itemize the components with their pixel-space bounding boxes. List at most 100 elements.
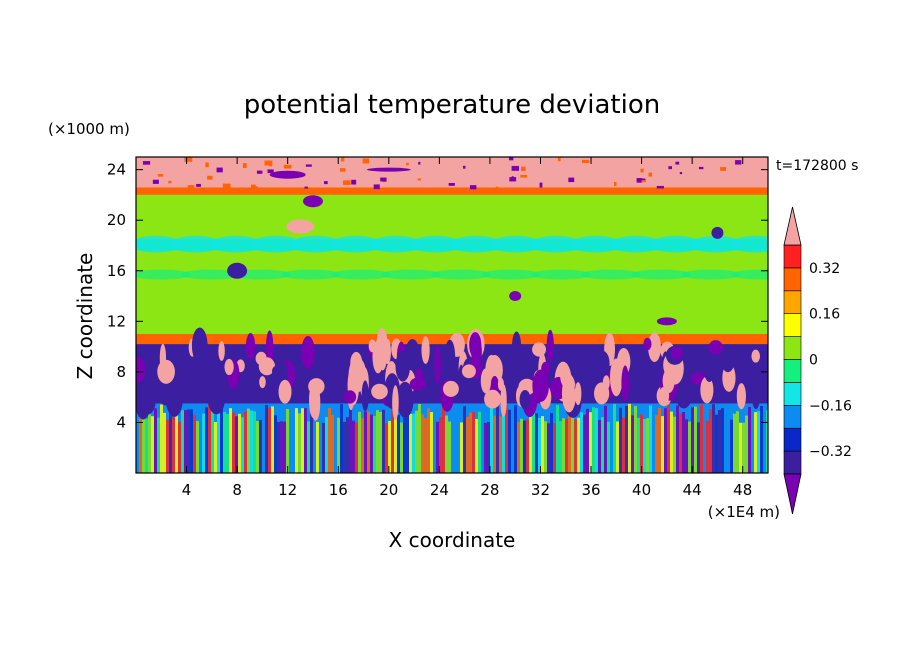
field-blob	[500, 384, 507, 417]
field-streak	[289, 408, 292, 473]
field-wisp	[690, 235, 742, 253]
field-streak	[724, 404, 727, 473]
field-streak	[571, 405, 574, 473]
field-speckle	[205, 162, 209, 168]
field-layer	[136, 194, 768, 240]
field-streak	[169, 413, 172, 473]
field-blob	[396, 381, 414, 418]
colorbar-label: −0.16	[809, 398, 852, 414]
field-streak	[754, 412, 757, 473]
field-blob	[519, 389, 531, 410]
field-streak	[361, 418, 364, 473]
field-streak	[433, 418, 436, 473]
field-speckle	[648, 172, 653, 177]
field-wisp	[136, 235, 182, 253]
field-streak	[511, 403, 514, 473]
field-streak	[172, 417, 175, 473]
field-streak	[334, 418, 337, 473]
field-streak	[565, 419, 568, 473]
field-feature	[366, 167, 411, 172]
field-streak	[664, 408, 667, 473]
field-streak	[418, 404, 421, 473]
field-streak	[412, 413, 415, 473]
field-streak	[442, 403, 445, 473]
field-speckle	[341, 157, 345, 162]
field-blob	[395, 350, 411, 382]
field-streak	[535, 413, 538, 473]
field-streak	[199, 408, 202, 473]
field-wisp	[136, 269, 191, 280]
field-speckle	[264, 160, 273, 166]
field-speckle	[373, 184, 380, 190]
field-speckle	[283, 164, 292, 169]
y-unit-label: (×1000 m)	[48, 120, 130, 138]
field-streak	[328, 407, 331, 473]
field-wisp	[490, 235, 542, 253]
field-streak	[214, 421, 217, 473]
field-wisp	[381, 269, 441, 280]
x-tick-label: 4	[182, 481, 192, 499]
field-streak	[316, 421, 319, 473]
x-unit-label: (×1E4 m)	[708, 503, 780, 521]
field-blob	[311, 384, 321, 421]
field-streak	[625, 405, 628, 473]
field-wisp	[370, 235, 422, 253]
field-streak	[211, 410, 214, 473]
field-streak	[331, 414, 334, 473]
y-tick-label: 16	[107, 262, 126, 280]
field-speckle	[168, 180, 172, 184]
field-streak	[574, 419, 577, 473]
field-streak	[478, 411, 481, 473]
field-streak	[763, 405, 766, 473]
field-streak	[475, 418, 478, 473]
field-blob	[609, 358, 623, 397]
field-streak	[352, 420, 355, 473]
field-streak	[532, 411, 535, 473]
y-tick-label: 8	[116, 363, 126, 381]
field-blob	[136, 356, 146, 383]
field-blob	[751, 349, 761, 363]
field-blob	[512, 331, 522, 361]
field-streak	[181, 410, 184, 473]
field-streak	[703, 408, 706, 473]
field-speckle	[406, 162, 409, 166]
field-streak	[640, 414, 643, 473]
field-streak	[496, 405, 499, 473]
field-blob	[621, 365, 630, 402]
field-streak	[700, 404, 703, 473]
field-streak	[265, 405, 268, 473]
field-streak	[241, 417, 244, 473]
field-blob	[532, 369, 549, 403]
field-streak	[349, 404, 352, 473]
field-blob	[602, 375, 610, 390]
field-blob	[301, 335, 315, 370]
field-blob	[546, 329, 554, 363]
field-streak	[658, 407, 661, 473]
field-streak	[184, 410, 187, 473]
field-streak	[550, 413, 553, 473]
field-wisp	[170, 235, 222, 253]
field-streak	[712, 404, 715, 473]
field-speckle	[142, 161, 151, 165]
y-tick-label: 4	[116, 413, 126, 431]
field-layer	[136, 157, 768, 188]
field-speckle	[267, 169, 274, 174]
colorbar-box	[783, 244, 802, 269]
field-streak	[430, 412, 433, 473]
field-streak	[373, 415, 376, 473]
field-blob	[532, 342, 547, 357]
field-streak	[466, 416, 469, 473]
field-streak	[685, 419, 688, 473]
colorbar-label: 0.16	[809, 307, 840, 323]
field-streak	[187, 409, 190, 473]
field-blob	[207, 382, 226, 415]
field-speckle	[539, 182, 543, 188]
colorbar-bottom-triangle	[783, 473, 802, 515]
field-streak	[499, 416, 502, 473]
field-streak	[376, 410, 379, 473]
y-tick-label: 24	[107, 161, 126, 179]
field-blob	[594, 350, 610, 377]
field-wisp	[650, 235, 702, 253]
field-blob	[317, 346, 332, 373]
x-tick-label: 8	[232, 481, 242, 499]
